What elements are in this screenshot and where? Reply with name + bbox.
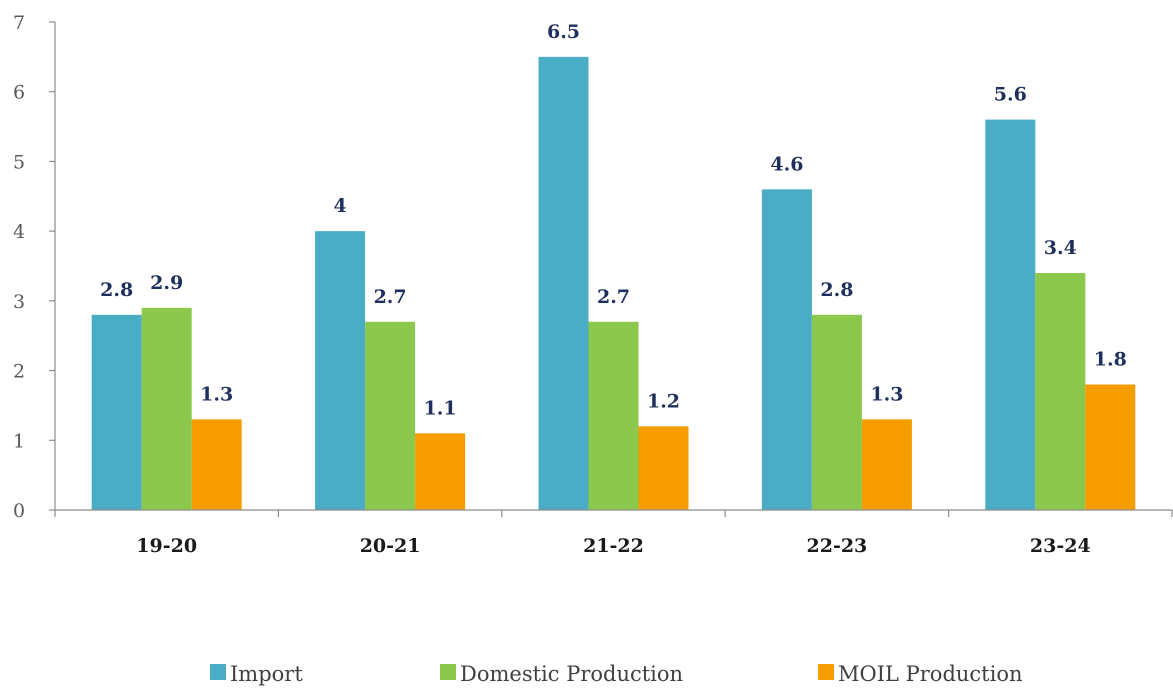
x-tick-label: 21-22 [583, 535, 644, 557]
bar-domestic-production [588, 321, 639, 510]
legend-label: Domestic Production [460, 662, 683, 686]
y-axis: 0 1 2 3 4 5 6 7 [13, 12, 55, 522]
data-label: 2.8 [100, 279, 133, 301]
data-label: 1.3 [200, 383, 233, 405]
bar-import [538, 56, 589, 510]
data-label: 5.6 [994, 84, 1027, 106]
x-axis: 19-20 20-21 21-22 22-23 23-24 [54, 510, 1173, 557]
bar-import [761, 189, 812, 511]
bar-domestic-production [811, 314, 862, 510]
x-tick-label: 20-21 [360, 535, 421, 557]
bar-import [315, 231, 366, 510]
y-tick-label: 3 [13, 291, 25, 313]
data-label: 2.8 [820, 279, 853, 301]
y-tick-label: 2 [13, 361, 25, 383]
bar-moil-production [638, 426, 689, 510]
y-tick-label: 7 [13, 12, 25, 34]
y-tick-label: 1 [13, 430, 25, 452]
legend: Import Domestic Production MOIL Production [210, 662, 1023, 686]
data-label: 2.7 [374, 286, 407, 308]
data-label: 1.8 [1094, 349, 1127, 371]
y-tick-label: 4 [13, 221, 25, 243]
bar-moil-production [1085, 384, 1136, 510]
data-label: 2.9 [150, 272, 183, 294]
bar-domestic-production [1035, 272, 1086, 510]
data-label: 4 [333, 195, 346, 217]
legend-item: Import [210, 662, 303, 686]
legend-swatch [818, 664, 834, 680]
y-tick-label: 5 [13, 151, 25, 173]
legend-swatch [210, 664, 226, 680]
x-tick-label: 19-20 [136, 535, 197, 557]
bar-import [985, 119, 1036, 510]
plot-area: 2.8 4 6.5 4.6 5.6 2.9 2.7 2.7 2.8 3.4 1.3 1.1 1.2 1.3… [91, 21, 1136, 511]
data-label: 1.2 [647, 390, 680, 412]
legend-item: MOIL Production [818, 662, 1023, 686]
legend-label: MOIL Production [838, 662, 1023, 686]
x-tick-label: 23-24 [1030, 535, 1091, 557]
x-tick-label: 22-23 [807, 535, 868, 557]
data-label: 1.3 [870, 383, 903, 405]
legend-item: Domestic Production [440, 662, 683, 686]
bar-moil-production [415, 433, 466, 510]
data-label: 6.5 [547, 21, 580, 43]
data-label: 1.1 [424, 397, 457, 419]
legend-swatch [440, 664, 456, 680]
legend-label: Import [230, 662, 303, 686]
y-tick-label: 6 [13, 82, 25, 104]
bar-moil-production [191, 419, 242, 510]
bar-import [91, 314, 142, 510]
data-label: 2.7 [597, 286, 630, 308]
bar-domestic-production [141, 307, 192, 510]
axes [54, 22, 1172, 511]
data-label: 4.6 [770, 153, 803, 175]
y-tick-label: 0 [13, 500, 25, 522]
data-label: 3.4 [1044, 237, 1077, 259]
bar-domestic-production [365, 321, 416, 510]
bar-moil-production [861, 419, 912, 510]
